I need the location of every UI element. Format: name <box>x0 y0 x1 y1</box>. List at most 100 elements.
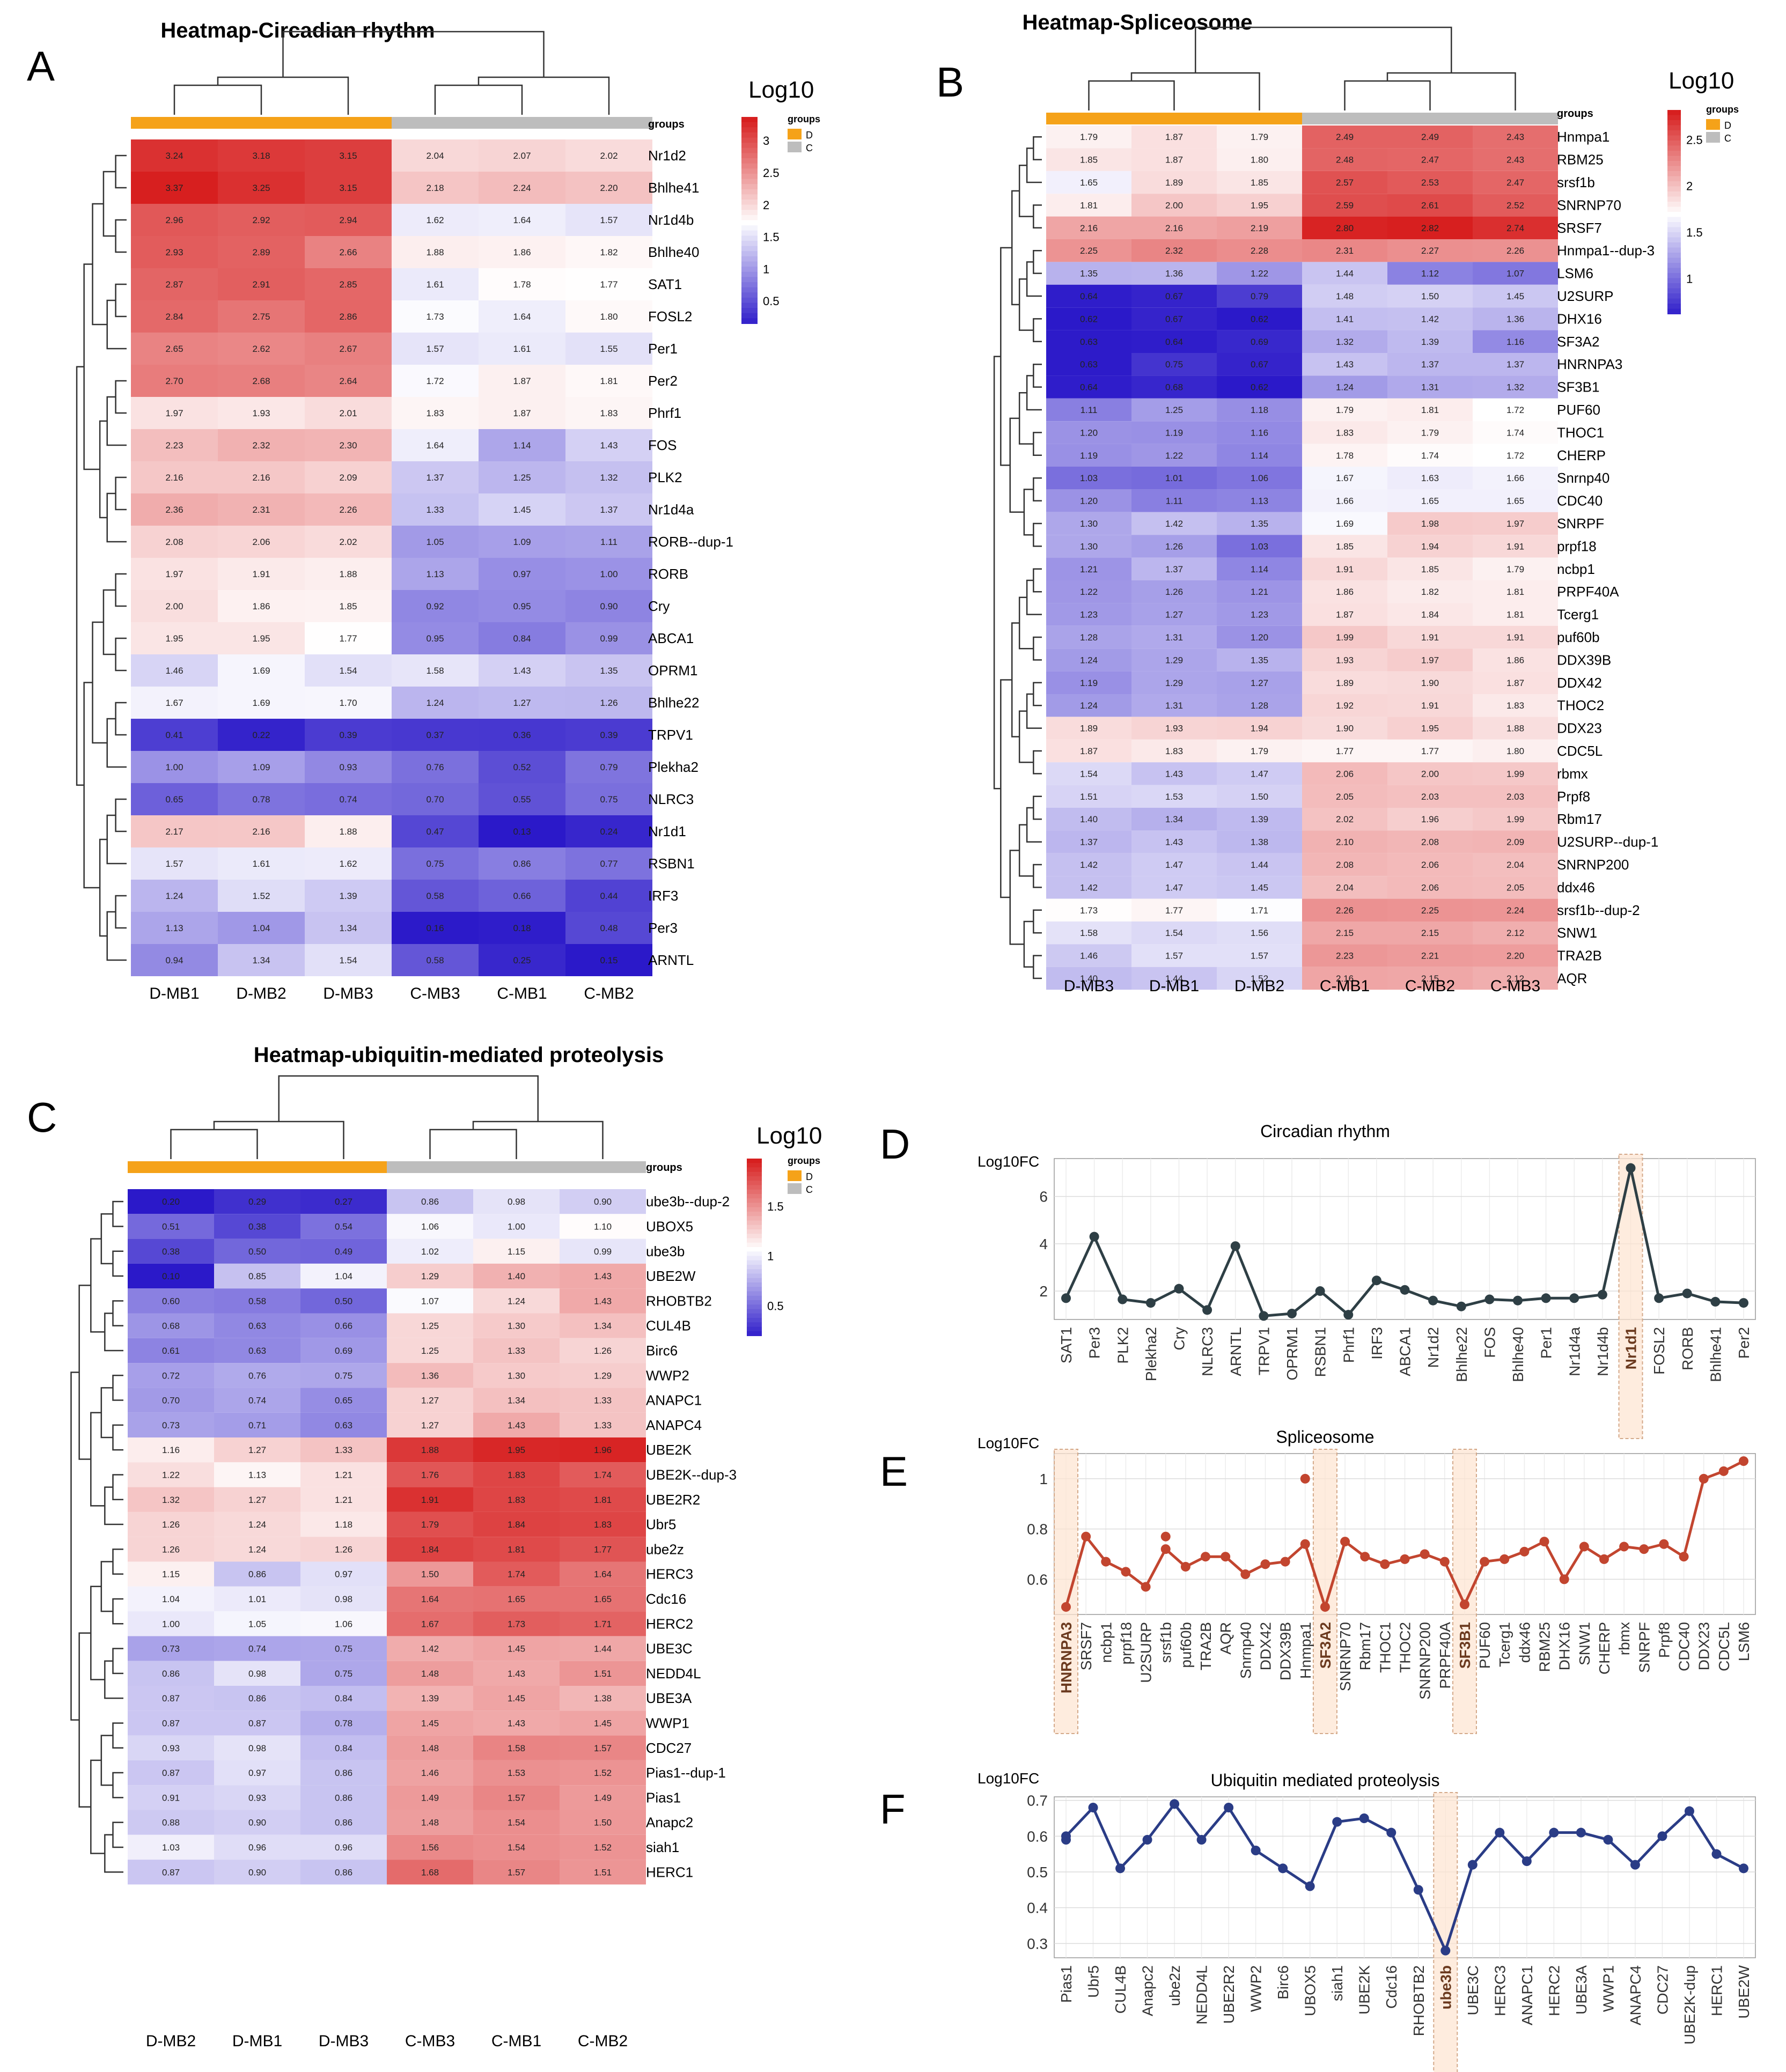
cell-value: 1.45 <box>508 1693 525 1704</box>
heatmap-cell <box>1473 648 1558 672</box>
cell-value: 1.06 <box>335 1619 352 1629</box>
heatmap-cell <box>214 1437 300 1463</box>
heatmap-cell <box>479 429 565 461</box>
legend-swatch <box>1667 298 1681 304</box>
cell-value: 1.38 <box>1251 837 1268 847</box>
heatmap-cell <box>387 1561 473 1587</box>
legend-swatch <box>1667 166 1681 172</box>
row-label: UBE2K <box>646 1442 692 1458</box>
cell-value: 1.19 <box>1080 678 1098 688</box>
heatmap-cell <box>1131 398 1217 422</box>
dendrogram-branch <box>112 1300 123 1326</box>
legend-swatch <box>747 1176 762 1182</box>
dendrogram-branch <box>278 1075 539 1122</box>
cell-value: 1.31 <box>1421 382 1439 393</box>
heatmap-cell <box>473 1288 560 1314</box>
legend-swatch <box>747 1273 762 1279</box>
heatmap-cell <box>128 1189 214 1214</box>
data-point <box>1230 1241 1240 1251</box>
row-label: Per2 <box>648 373 678 389</box>
heatmap-cell <box>131 590 218 622</box>
cell-value: 0.55 <box>513 794 531 805</box>
data-point <box>1718 1466 1729 1476</box>
cell-value: 1.19 <box>1080 451 1098 461</box>
heatmap-cell <box>1302 194 1387 217</box>
cell-value: 1.25 <box>1165 405 1183 415</box>
x-tick-label: ANAPC4 <box>1627 1965 1644 2025</box>
x-tick-label: HNRNPA3 <box>1058 1622 1075 1693</box>
legend-swatch <box>747 1295 762 1301</box>
cell-value: 2.01 <box>339 408 357 418</box>
x-tick-label: Ubr5 <box>1085 1965 1102 1998</box>
dendrogram-branch <box>115 219 127 253</box>
dendrogram-branch <box>1088 80 1175 110</box>
legend-tick: 0.5 <box>767 1299 784 1312</box>
cell-value: 1.35 <box>1251 519 1268 529</box>
data-point <box>1160 1531 1171 1542</box>
heatmap-cell <box>1217 853 1302 876</box>
cell-value: 1.35 <box>600 666 618 676</box>
heatmap-cell <box>1131 625 1217 649</box>
heatmap-cell <box>392 365 479 397</box>
cell-value: 2.96 <box>165 215 183 225</box>
cell-value: 0.63 <box>1080 337 1098 347</box>
data-point <box>1287 1308 1297 1318</box>
cell-value: 0.36 <box>513 730 531 740</box>
groups-label: groups <box>648 119 685 130</box>
cell-value: 0.39 <box>600 730 618 740</box>
heatmap-cell <box>128 1263 214 1289</box>
x-tick-label: IRF3 <box>1369 1327 1385 1360</box>
data-point <box>1495 1827 1505 1838</box>
column-label: D-MB3 <box>319 2032 369 2050</box>
line-chart-title: Ubiquitin mediated proteolysis <box>1211 1771 1440 1790</box>
cell-value: 1.71 <box>1251 905 1268 916</box>
heatmap-cell <box>1046 967 1131 990</box>
heatmap-cell <box>1131 467 1217 490</box>
x-tick-label: ANAPC1 <box>1519 1965 1535 2025</box>
cell-value: 1.91 <box>1421 701 1439 711</box>
heatmap-cell <box>1046 375 1131 399</box>
legend-groups-title: groups <box>788 1155 820 1166</box>
x-tick-label: HERC3 <box>1491 1965 1508 2016</box>
data-point <box>1569 1293 1579 1303</box>
heatmap-cell <box>392 300 479 333</box>
cell-value: 1.77 <box>1421 746 1439 756</box>
cell-value: 2.48 <box>1336 155 1354 165</box>
cell-value: 1.54 <box>1080 769 1098 779</box>
row-label: RBM25 <box>1557 152 1604 168</box>
heatmap-cell <box>560 1338 646 1363</box>
cell-value: 0.86 <box>248 1693 266 1704</box>
cell-value: 1.54 <box>508 1842 525 1853</box>
cell-value: 1.83 <box>600 408 618 418</box>
cell-value: 0.25 <box>513 955 531 965</box>
cell-value: 1.79 <box>1080 132 1098 142</box>
heatmap-cell <box>214 1462 300 1487</box>
heatmap-cell <box>1302 171 1387 194</box>
data-point <box>1659 1539 1669 1549</box>
cell-value: 2.08 <box>1336 860 1354 870</box>
cell-value: 0.50 <box>248 1247 266 1257</box>
x-tick-label: AQR <box>1217 1622 1234 1655</box>
cell-value: 1.07 <box>421 1296 439 1306</box>
dendrogram-branch <box>1023 489 1034 536</box>
heatmap-cell <box>565 654 652 687</box>
heatmap-cell <box>392 783 479 815</box>
cell-value: 2.18 <box>426 183 444 193</box>
panel-letter: F <box>880 1786 906 1833</box>
cell-value: 1.67 <box>1336 473 1354 483</box>
cell-value: 2.24 <box>513 183 531 193</box>
legend-group-C-swatch <box>1706 132 1720 143</box>
heatmap-cell <box>300 1686 387 1711</box>
heatmap-cell <box>1387 853 1473 876</box>
heatmap-cell <box>1473 148 1558 171</box>
heatmap-cell <box>214 1388 300 1413</box>
row-label: UBE2W <box>646 1268 696 1284</box>
heatmap-cell <box>1046 625 1131 649</box>
cell-value: 1.93 <box>1336 655 1354 665</box>
heatmap-cell <box>218 204 305 236</box>
heatmap-cell <box>305 847 392 880</box>
legend-group-C-swatch <box>788 142 802 152</box>
x-tick-label: Nr1d1 <box>1623 1327 1640 1369</box>
heatmap-cell <box>1302 853 1387 876</box>
cell-value: 1.40 <box>1080 814 1098 824</box>
